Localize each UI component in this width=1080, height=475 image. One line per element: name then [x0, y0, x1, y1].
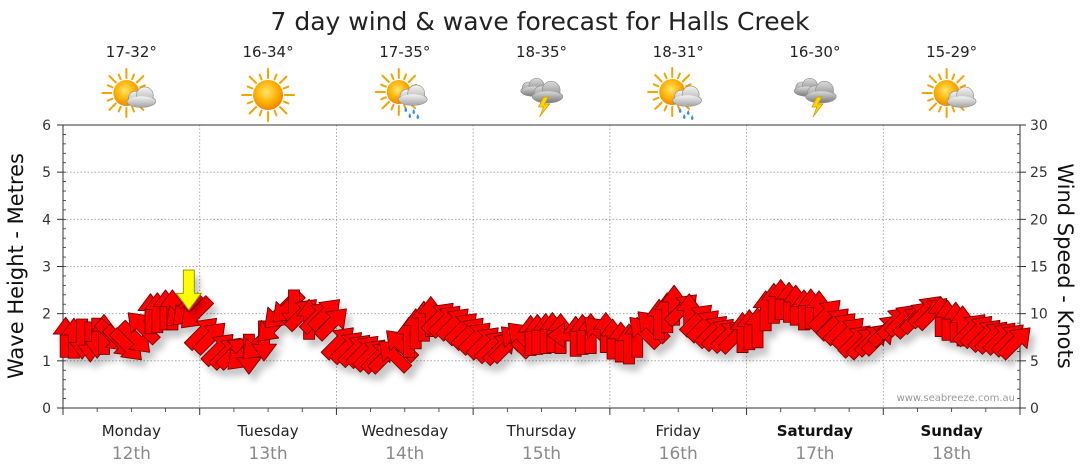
rain-drops — [404, 107, 420, 119]
grid — [63, 125, 1020, 408]
left-tick-label: 3 — [42, 260, 51, 276]
cloud-shape — [398, 84, 428, 106]
day-date-label: 14th — [385, 444, 424, 464]
day-date-label: 12th — [112, 444, 151, 464]
temperature-label: 17-32° — [106, 43, 157, 61]
right-axis: 0 5 10 15 20 25 30 — [1017, 118, 1048, 417]
sun-rays — [241, 68, 296, 122]
cloud-shape — [805, 81, 837, 104]
day-labels: Monday 12th Tuesday 13th Wednesday 14th Thursd… — [102, 422, 983, 464]
wave-series — [175, 269, 202, 311]
x-axis — [62, 408, 1021, 415]
left-tick-label: 1 — [42, 354, 51, 370]
wave-arrow — [175, 269, 202, 311]
right-tick-label: 10 — [1030, 307, 1048, 323]
temperature-label: 17-35° — [379, 43, 430, 61]
temperature-label: 16-34° — [243, 43, 294, 61]
left-axis: 0 1 2 3 4 5 6 — [42, 118, 66, 417]
sunny-icon — [241, 68, 296, 122]
day-name-label: Friday — [655, 422, 701, 440]
sun-disc — [253, 80, 284, 110]
day-date-label: 16th — [659, 444, 698, 464]
temperature-row: 17-32° 16-34° 17-35° 18-35° 18-31° 16-30° 15-2… — [106, 43, 977, 61]
chart-title: 7 day wind & wave forecast for Halls Cre… — [271, 7, 810, 36]
right-tick-label: 20 — [1030, 212, 1048, 228]
wind-arrow — [251, 320, 277, 362]
sun-rays — [101, 68, 152, 118]
right-axis-label: Wind Speed - Knots — [1053, 163, 1077, 368]
weather-icon-row — [101, 67, 977, 122]
storm-icon — [520, 77, 564, 118]
partly-cloudy-icon — [101, 68, 157, 118]
day-name-label: Thursday — [506, 422, 577, 440]
temperature-label: 16-30° — [789, 43, 840, 61]
day-date-label: 13th — [249, 444, 288, 464]
left-tick-label: 6 — [42, 118, 51, 134]
right-tick-label: 5 — [1030, 354, 1039, 370]
left-tick-label: 5 — [42, 165, 51, 181]
right-tick-label: 15 — [1030, 260, 1048, 276]
temperature-label: 18-31° — [653, 43, 704, 61]
day-date-label: 18th — [932, 444, 971, 464]
right-tick-label: 25 — [1030, 165, 1048, 181]
cloud-shape — [672, 85, 702, 107]
rain-drops — [678, 108, 694, 120]
lightning-bolt — [811, 96, 824, 118]
left-tick-label: 2 — [42, 307, 51, 323]
left-tick-label: 4 — [42, 212, 51, 228]
day-date-label: 17th — [795, 444, 834, 464]
shower-icon — [374, 68, 428, 119]
sun-shower-icon — [647, 67, 702, 120]
right-tick-label: 30 — [1030, 118, 1048, 134]
right-tick-label: 0 — [1030, 401, 1039, 417]
temperature-label: 15-29° — [926, 43, 977, 61]
day-name-label: Wednesday — [361, 422, 448, 440]
storm-icon — [793, 77, 837, 118]
temperature-label: 18-35° — [516, 43, 567, 61]
day-name-label: Saturday — [777, 422, 854, 440]
partly-cloudy-icon — [921, 68, 977, 118]
left-axis-label: Wave Height - Metres — [4, 153, 28, 379]
cloud-shape — [531, 81, 564, 104]
left-tick-label: 0 — [42, 401, 51, 417]
cloud-shape — [126, 86, 157, 108]
wind-series — [52, 279, 1031, 375]
day-name-label: Tuesday — [237, 422, 299, 440]
wind-arrow — [313, 308, 347, 342]
lightning-bolt — [537, 96, 551, 118]
cloud-shape — [946, 86, 977, 108]
wind-arrow — [997, 327, 1031, 361]
day-date-label: 15th — [522, 444, 561, 464]
credit-text: www.seabreeze.com.au — [897, 393, 1015, 404]
day-name-label: Sunday — [920, 422, 983, 440]
day-name-label: Monday — [102, 422, 161, 440]
